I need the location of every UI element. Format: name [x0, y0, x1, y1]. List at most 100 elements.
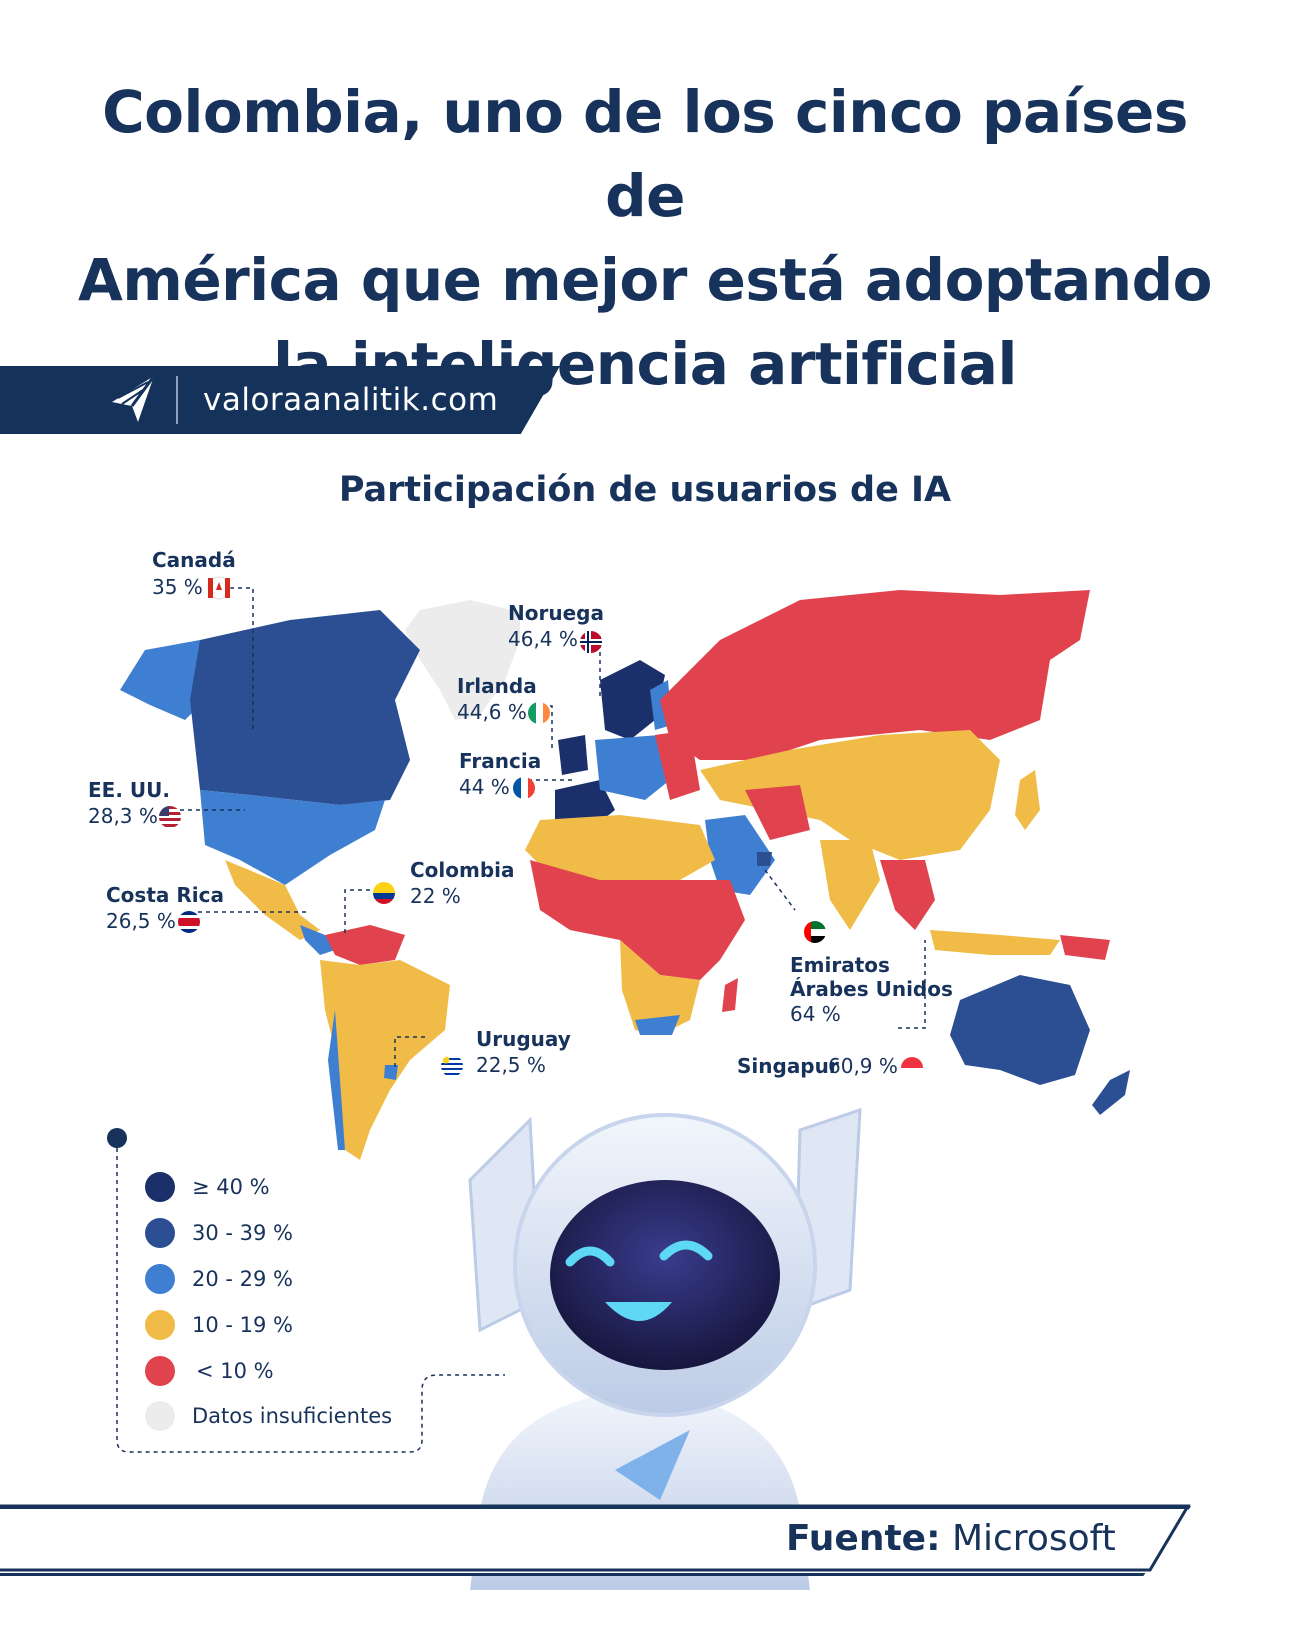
legend-dot — [107, 1128, 127, 1148]
brand-url[interactable]: valoraanalitik.com — [203, 382, 499, 418]
paper-plane-icon — [112, 375, 156, 422]
legend-swatch-10-19 — [145, 1310, 175, 1340]
australia-shape — [950, 975, 1090, 1085]
legend-item-30-39: 30 - 39 % — [145, 1218, 293, 1248]
label-colombia-value: 22 % — [410, 884, 461, 908]
legend-label-20-29: 20 - 29 % — [192, 1267, 293, 1291]
headline-line-2: América que mejor está adoptando — [78, 246, 1212, 314]
legend: ≥ 40 % 30 - 39 % 20 - 29 % 10 - 19 % < 1… — [145, 1172, 392, 1431]
label-france-value: 44 % — [459, 775, 510, 799]
robot-left-eye — [565, 1246, 615, 1267]
label-usa: EE. UU. 28,3 % — [88, 778, 181, 828]
colombia-flag-icon — [373, 882, 395, 904]
colombia-venezuela-shape — [325, 925, 405, 965]
legend-label-insufficient: Datos insuficientes — [192, 1404, 392, 1428]
legend-swatch-insufficient — [145, 1401, 175, 1431]
label-norway-name: Noruega — [508, 601, 604, 625]
label-singapore: Singapur 60,9 % — [737, 1054, 923, 1079]
label-usa-value: 28,3 % — [88, 804, 158, 828]
ireland-uk-shape — [558, 735, 588, 775]
label-france: Francia 44 % — [459, 749, 541, 799]
france-flag-icon — [513, 777, 535, 799]
southern-africa-shape — [620, 940, 700, 1035]
legend-item-lt10: < 10 % — [145, 1356, 274, 1386]
chile-shape — [328, 1010, 345, 1150]
singapore-flag-icon — [901, 1057, 923, 1079]
indonesia-shape — [930, 930, 1060, 955]
central-america-shape — [300, 925, 335, 955]
label-uae-name-line1: Emiratos — [790, 953, 890, 977]
label-uruguay-name: Uruguay — [476, 1027, 571, 1051]
japan-shape — [1015, 770, 1040, 830]
uruguay-shape — [384, 1065, 398, 1080]
label-costa-rica-name: Costa Rica — [106, 883, 224, 907]
central-africa-shape — [530, 860, 745, 980]
legend-item-insufficient: Datos insuficientes — [145, 1401, 392, 1431]
label-canada-value: 35 % — [152, 575, 203, 599]
label-uruguay-value: 22,5 % — [476, 1053, 546, 1077]
central-europe-shape — [595, 735, 670, 800]
map-title: Participación de usuarios de IA — [338, 470, 952, 510]
label-uae: Emiratos Árabes Unidos 64 % — [790, 921, 953, 1026]
label-norway: Noruega 46,4 % — [508, 601, 604, 653]
legend-item-20-29: 20 - 29 % — [145, 1264, 293, 1294]
legend-label-10-19: 10 - 19 % — [192, 1313, 293, 1337]
source-text: Fuente: Microsoft — [786, 1518, 1116, 1559]
label-ireland-name: Irlanda — [457, 674, 537, 698]
label-canada-name: Canadá — [152, 548, 236, 572]
scandinavia-shape — [600, 660, 665, 740]
source-box — [0, 1506, 1191, 1576]
usa-flag-icon — [159, 806, 181, 828]
source-prefix: Fuente: — [786, 1518, 941, 1559]
canada-shape — [190, 610, 420, 805]
legend-item-ge40: ≥ 40 % — [145, 1172, 270, 1202]
colombia-leader-line — [344, 889, 370, 935]
costa-rica-flag-icon — [178, 911, 200, 933]
papua-shape — [1060, 935, 1110, 960]
brand-bar — [0, 366, 560, 434]
label-canada: Canadá 35 % — [152, 548, 236, 600]
legend-frame — [116, 1140, 505, 1453]
singapore-leader-line — [898, 940, 926, 1029]
legend-label-30-39: 30 - 39 % — [192, 1221, 293, 1245]
usa-shape — [200, 790, 385, 885]
legend-item-10-19: 10 - 19 % — [145, 1310, 293, 1340]
robot-chest-triangle — [615, 1430, 690, 1500]
label-costa-rica: Costa Rica 26,5 % — [106, 883, 224, 933]
legend-label-ge40: ≥ 40 % — [192, 1175, 270, 1199]
robot-visor — [550, 1180, 780, 1370]
legend-swatch-20-29 — [145, 1264, 175, 1294]
canada-flag-icon — [207, 576, 231, 600]
south-america-shape — [320, 960, 450, 1160]
label-uae-value: 64 % — [790, 1002, 841, 1026]
uae-leader-line — [764, 869, 796, 911]
headline-line-1: Colombia, uno de los cinco países de — [102, 78, 1188, 230]
madagascar-shape — [722, 978, 738, 1012]
new-zealand-shape — [1092, 1070, 1130, 1115]
norway-flag-icon — [580, 631, 602, 653]
north-africa-shape — [525, 815, 715, 880]
india-shape — [820, 840, 880, 930]
central-asia-shape — [700, 730, 1000, 860]
uruguay-leader-line — [394, 1036, 425, 1070]
iran-afghan-shape — [745, 785, 810, 840]
uae-flag-icon — [804, 921, 826, 943]
legend-swatch-lt10 — [145, 1356, 175, 1386]
arabia-shape — [705, 815, 775, 895]
greenland-shape — [405, 600, 520, 720]
label-france-name: Francia — [459, 749, 541, 773]
label-ireland-value: 44,6 % — [457, 700, 527, 724]
robot-right-eye — [659, 1240, 713, 1261]
label-uruguay: Uruguay 22,5 % — [441, 1027, 571, 1077]
uruguay-flag-icon — [441, 1055, 463, 1077]
label-costa-rica-value: 26,5 % — [106, 909, 176, 933]
ireland-flag-icon — [528, 702, 550, 724]
label-colombia: Colombia 22 % — [373, 858, 515, 908]
label-ireland: Irlanda 44,6 % — [457, 674, 550, 724]
label-uae-name-line2: Árabes Unidos — [790, 977, 953, 1001]
mexico-shape — [225, 860, 320, 940]
legend-swatch-ge40 — [145, 1172, 175, 1202]
legend-label-lt10: < 10 % — [196, 1359, 274, 1383]
